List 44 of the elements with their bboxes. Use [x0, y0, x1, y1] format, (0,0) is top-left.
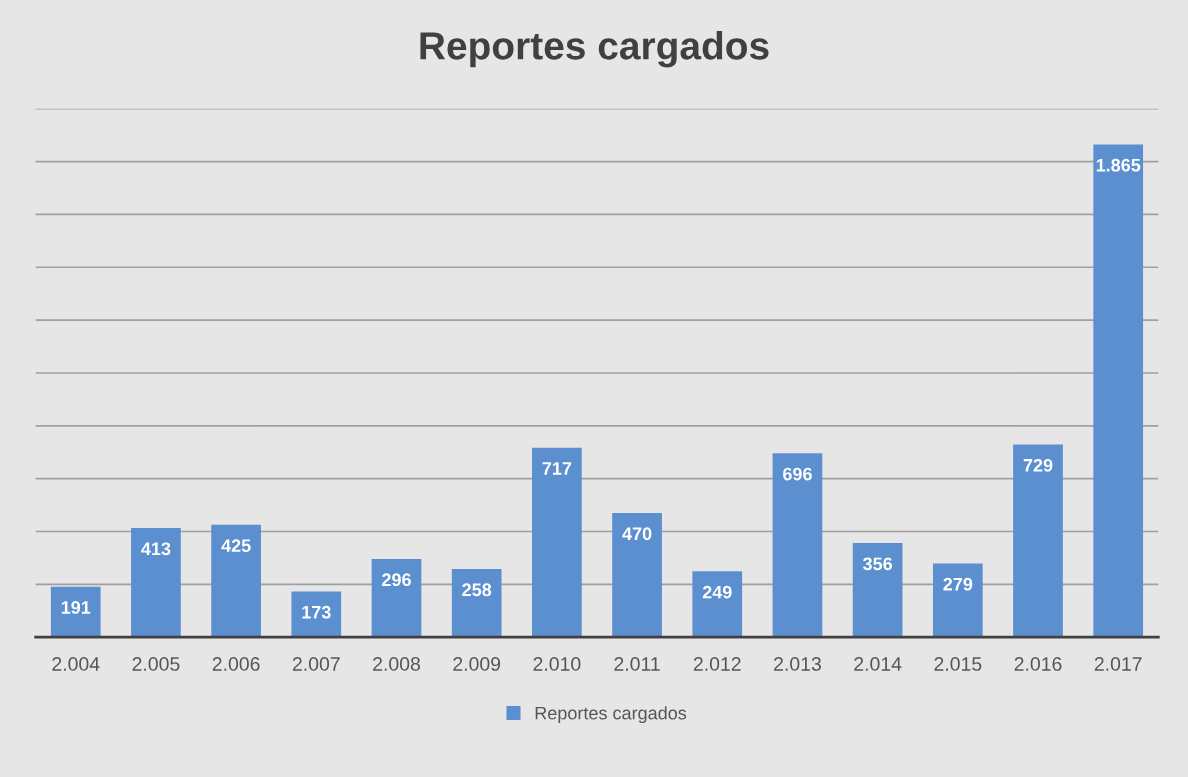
bar: [50, 586, 101, 638]
data-label: 717: [542, 462, 572, 475]
x-tick-label: 2.004: [52, 657, 100, 671]
legend-label: Reportes cargados: [535, 706, 687, 724]
x-tick-label: 2.015: [934, 657, 982, 671]
bar: [612, 512, 662, 638]
data-label: 470: [622, 527, 652, 541]
data-label: 191: [61, 601, 91, 614]
bar: [932, 563, 983, 638]
data-label: 413: [141, 542, 171, 556]
x-tick-label: 2.011: [614, 657, 660, 671]
data-label: 279: [943, 577, 973, 591]
data-label: 696: [783, 467, 812, 481]
x-tick-label: 2.017: [1094, 657, 1142, 671]
x-tick-label: 2.012: [693, 657, 741, 671]
x-tick-label: 2.005: [132, 657, 180, 671]
x-tick-label: 2.014: [854, 657, 902, 671]
bar: [852, 543, 903, 638]
bar: [131, 528, 181, 638]
data-label: 356: [862, 557, 893, 571]
x-tick-label: 2.016: [1014, 657, 1062, 671]
x-tick-label: 2.009: [453, 657, 501, 671]
data-label: 173: [302, 605, 331, 619]
bar: [211, 524, 261, 638]
data-label: 729: [1023, 458, 1053, 472]
x-tick-label: 2.006: [212, 657, 260, 671]
chart-title: Reportes cargados: [420, 31, 769, 68]
x-tick-label: 2.008: [373, 657, 420, 671]
x-tick-label: 2.013: [774, 657, 821, 671]
bar: [1093, 144, 1144, 638]
data-label: 249: [702, 585, 732, 599]
x-tick-label: 2.010: [533, 657, 581, 671]
data-label: 258: [462, 583, 492, 597]
bar: [291, 591, 342, 638]
data-label: 425: [221, 539, 251, 553]
bar: [692, 571, 743, 638]
bar: [371, 558, 422, 638]
data-label: 1.865: [1096, 158, 1141, 172]
bar: [532, 447, 582, 638]
bar: [772, 453, 823, 638]
x-tick-label: 2.007: [292, 657, 340, 671]
bar: [1013, 444, 1063, 638]
data-label: 296: [382, 573, 411, 587]
bar: [451, 568, 502, 638]
